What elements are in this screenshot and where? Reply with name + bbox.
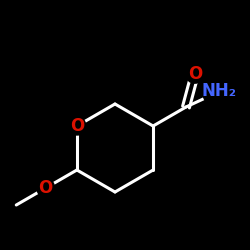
Text: NH₂: NH₂ <box>201 82 236 100</box>
Circle shape <box>203 76 235 108</box>
Circle shape <box>186 65 204 83</box>
Circle shape <box>37 179 55 197</box>
Text: O: O <box>38 179 53 197</box>
Text: O: O <box>70 117 84 135</box>
Text: O: O <box>188 65 202 83</box>
Circle shape <box>68 117 86 135</box>
